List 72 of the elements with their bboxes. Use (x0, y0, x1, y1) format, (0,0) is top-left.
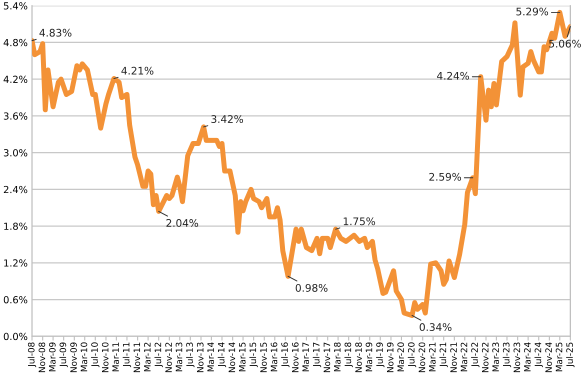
x-tick-label: Nov-22 (482, 342, 489, 372)
annotation: 4.24% (437, 72, 470, 80)
x-tick-label: Jul-11 (122, 342, 132, 368)
annotation: 5.29% (516, 8, 548, 16)
annotation: 0.34% (420, 323, 452, 332)
x-tick-label: Nov-09 (70, 342, 77, 372)
x-tick-label: Nov-17 (324, 342, 330, 372)
annotation: 3.42% (211, 115, 244, 123)
y-tick-label: 1.8% (4, 222, 28, 230)
x-tick-label: Jul-25 (566, 342, 575, 368)
x-tick-label: Jul-20 (408, 342, 416, 368)
y-tick-label: 1.2% (4, 259, 28, 267)
x-tick-label: Jul-13 (186, 342, 194, 368)
x-tick-label: Mar-18 (334, 342, 341, 372)
x-tick-label: Nov-19 (386, 342, 394, 372)
y-tick-label: 3.0% (4, 149, 28, 156)
x-tick-label: Mar-14 (207, 342, 214, 372)
annotation: 1.75% (344, 217, 376, 226)
x-tick-label: Mar-22 (460, 342, 468, 372)
x-tick-label: Nov-11 (134, 342, 140, 372)
x-tick-label: Nov-16 (292, 342, 299, 372)
x-tick-label: Jul-19 (376, 342, 384, 368)
x-tick-label: Nov-14 (228, 342, 236, 372)
x-tick-label: Mar-17 (302, 342, 309, 372)
x-tick-label: Jul-23 (502, 342, 512, 368)
annotation: 0.98% (296, 284, 328, 292)
x-tick-label: Jul-09 (59, 342, 68, 368)
x-tick-label: Jul-15 (249, 342, 258, 368)
annotation: 4.21% (121, 66, 154, 75)
x-tick-label: Mar-24 (524, 342, 531, 372)
x-tick-label: Jul-14 (218, 342, 226, 368)
x-tick-label: Mar-25 (556, 342, 562, 372)
x-tick-label: Mar-11 (112, 342, 119, 372)
x-tick-label: Nov-13 (196, 342, 204, 372)
x-tick-label: Jul-21 (439, 342, 448, 368)
x-tick-label: Nov-21 (450, 342, 457, 372)
y-tick-label: 2.4% (4, 186, 28, 194)
x-tick-label: Mar-21 (429, 342, 436, 372)
x-tick-label: Mar-10 (80, 342, 88, 372)
x-tick-label: Nov-10 (102, 342, 109, 372)
annotation: 4.83% (39, 28, 72, 37)
x-tick-label: Nov-20 (418, 342, 426, 372)
y-tick-label: 3.6% (4, 112, 28, 120)
x-tick-label: Jul-24 (534, 342, 543, 368)
annotation: 2.59% (429, 172, 462, 181)
x-tick-label: Jul-22 (471, 342, 480, 368)
x-tick-label: Mar-09 (49, 342, 56, 372)
x-tick-label: Nov-12 (165, 342, 172, 372)
x-tick-label: Nov-08 (38, 342, 46, 372)
x-tick-label: Jul-18 (344, 342, 353, 368)
x-tick-label: Mar-12 (144, 342, 151, 372)
x-tick-label: Mar-23 (492, 342, 499, 372)
x-tick-label: Jul-16 (281, 342, 290, 368)
x-tick-label: Jul-12 (154, 342, 163, 368)
y-tick-label: 5.4% (4, 2, 28, 10)
x-tick-label: Mar-19 (366, 342, 372, 372)
x-tick-label: Mar-15 (239, 342, 246, 372)
x-tick-label: Mar-20 (397, 342, 404, 372)
y-tick-label: 4.8% (4, 38, 28, 46)
x-tick-label: Jul-17 (312, 342, 322, 368)
y-tick-label: 0.0% (4, 332, 28, 340)
x-tick-label: Nov-24 (545, 342, 552, 372)
y-tick-label: 0.6% (4, 296, 28, 304)
annotation: 2.04% (166, 219, 198, 227)
x-tick-label: Mar-13 (176, 342, 182, 372)
x-tick-label: Nov-23 (514, 342, 520, 372)
y-tick-label: 4.2% (4, 76, 28, 83)
x-tick-label: Jul-10 (91, 342, 100, 368)
x-tick-label: Nov-18 (355, 342, 362, 372)
x-tick-label: Nov-15 (260, 342, 267, 372)
x-tick-label: Jul-08 (28, 342, 36, 368)
x-tick-label: Mar-16 (270, 342, 278, 372)
